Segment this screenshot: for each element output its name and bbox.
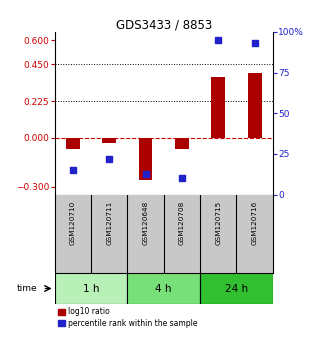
Bar (175, 138, 189, 149)
Bar (248, 73, 262, 138)
Text: 4 h: 4 h (155, 284, 172, 293)
Text: GSM120710: GSM120710 (70, 201, 76, 245)
Point (107, 156, 112, 162)
Bar (102, 138, 116, 143)
Text: GSM120708: GSM120708 (179, 201, 185, 245)
Text: 24 h: 24 h (225, 284, 248, 293)
Legend: log10 ratio, percentile rank within the sample: log10 ratio, percentile rank within the … (58, 307, 198, 328)
Bar (200, 273, 273, 304)
Point (179, 176, 185, 181)
Text: 1 h: 1 h (83, 284, 99, 293)
Point (216, 37, 221, 43)
Point (143, 171, 148, 176)
Bar (127, 273, 200, 304)
Title: GDS3433 / 8853: GDS3433 / 8853 (116, 19, 212, 32)
Text: GSM120648: GSM120648 (143, 201, 149, 245)
Text: GSM120716: GSM120716 (252, 201, 258, 245)
Bar (211, 78, 225, 138)
Bar (66, 138, 80, 149)
Text: GSM120711: GSM120711 (106, 201, 112, 245)
Bar (55, 273, 127, 304)
Text: GSM120715: GSM120715 (215, 201, 221, 245)
Text: time: time (16, 284, 37, 293)
Point (70, 167, 75, 173)
Bar (139, 138, 152, 180)
Point (252, 40, 257, 46)
